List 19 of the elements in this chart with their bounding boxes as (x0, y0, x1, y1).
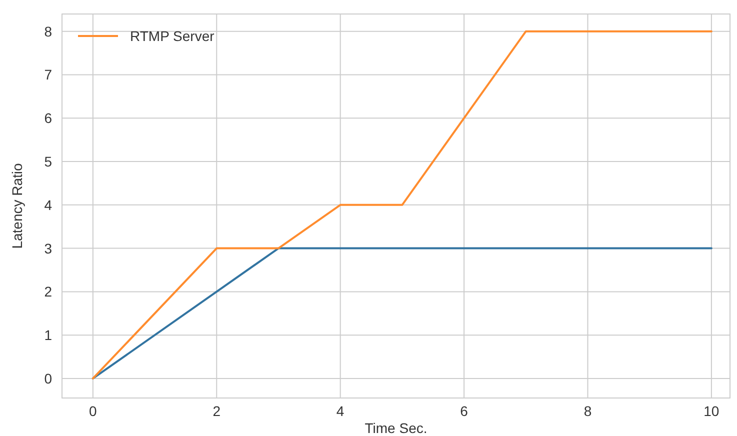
x-tick-label: 2 (212, 403, 221, 419)
y-tick-label: 7 (44, 66, 52, 83)
y-tick-label: 4 (44, 196, 52, 213)
x-axis-title: Time Sec. (364, 420, 428, 436)
y-tick-label: 8 (44, 23, 52, 40)
y-tick-label: 0 (44, 370, 52, 386)
x-tick-label: 8 (584, 403, 592, 419)
y-tick-label: 2 (44, 284, 52, 300)
line-series (92, 30, 712, 380)
y-tick-label: 5 (44, 154, 52, 170)
y-tick-label: 6 (44, 110, 52, 126)
x-tick-label: 4 (336, 403, 344, 419)
x-tick-label: 0 (89, 403, 98, 419)
y-tick-label: 3 (44, 240, 52, 256)
y-axis-title: Latency Ratio (9, 162, 25, 249)
x-tick-label: 6 (460, 403, 468, 419)
x-tick-label: 10 (704, 403, 720, 419)
legend-label: RTMP Server (130, 28, 215, 44)
y-tick-label: 1 (44, 327, 52, 344)
